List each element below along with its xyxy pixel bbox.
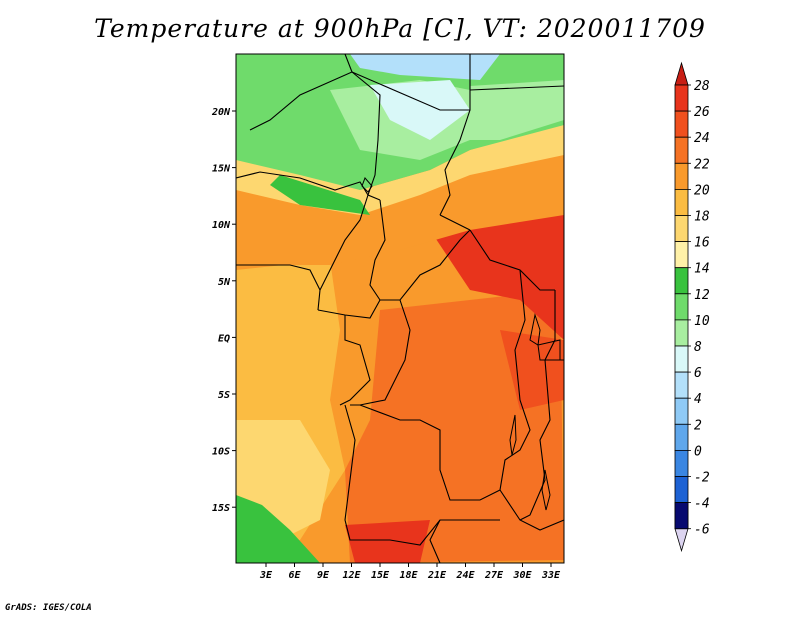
field-north-cold (370, 80, 470, 140)
grads-credit: GrADS: IGES/COLA (5, 603, 92, 613)
colorbar-swatch (674, 502, 689, 530)
colorbar-label: 28 (694, 79, 710, 94)
lat-tick-label: 5N (218, 277, 231, 288)
colorbar-swatch (674, 371, 689, 399)
lake-victoria (537, 339, 561, 361)
border-malawi-mozambique (499, 489, 564, 531)
colorbar-label: 24 (694, 131, 710, 146)
lake-chad (361, 177, 373, 193)
lon-tick-label: 33E (541, 570, 561, 581)
colorbar-label: -2 (694, 471, 710, 486)
colorbar-swatch (674, 215, 689, 243)
latitude-axis: 20N 15N 10N 5N EQ 5S 10S 15S (211, 107, 236, 514)
border-sudan-southsudan (439, 214, 471, 231)
lat-tick-label: EQ (218, 333, 230, 344)
colorbar-swatch (674, 397, 689, 425)
lake-malawi (541, 469, 551, 511)
colorbar-label: 0 (694, 444, 702, 459)
border-nigeria-cameroon (317, 194, 369, 311)
colorbar-label: 12 (694, 288, 710, 303)
lon-tick-label: 9E (317, 570, 330, 581)
border-nigeria-benin (236, 264, 321, 291)
lon-tick-label: 15E (371, 570, 390, 581)
colorbar-swatch (674, 476, 689, 504)
lon-tick-label: 24E (455, 570, 475, 581)
lake-tanganyika (509, 414, 517, 456)
border-cameroon-congo (317, 299, 381, 319)
lakes (361, 177, 561, 511)
colorbar-bottom-arrow (674, 528, 689, 553)
colorbar-label: -6 (694, 523, 710, 538)
colorbar-label: 6 (694, 366, 702, 381)
field-sahara-green-strip (270, 175, 370, 215)
lon-tick-label: 12E (342, 570, 361, 581)
colorbar-label: 4 (694, 392, 702, 407)
longitude-axis: 3E 6E 9E 12E 15E 18E 21E 24E 27E 30E 33E (259, 563, 561, 581)
colorbar-swatch (674, 188, 689, 216)
lon-tick-label: 21E (427, 570, 447, 581)
colorbar-label: -4 (694, 497, 710, 512)
lon-tick-label: 18E (399, 570, 418, 581)
lat-tick-label: 15S (212, 503, 230, 514)
country-borders (236, 54, 564, 563)
border-zambia-zimbabwe (429, 519, 441, 563)
colorbar-label: 26 (694, 105, 710, 120)
colorbar-swatch (674, 319, 689, 347)
colorbar-swatch (674, 136, 689, 164)
colorbar-swatch (674, 162, 689, 190)
colorbar-swatch (674, 267, 689, 295)
colorbar-top-arrow (674, 61, 689, 86)
border-niger-chad (351, 71, 381, 196)
lat-tick-label: 15N (212, 164, 231, 175)
colorbar-label: 8 (694, 340, 702, 355)
border-gabon-congo (339, 315, 371, 406)
lat-tick-label: 20N (211, 107, 231, 118)
border-algeria-niger (249, 54, 353, 131)
colorbar-label: 20 (694, 183, 710, 198)
lon-tick-label: 3E (259, 570, 273, 581)
colorbar-swatch (674, 84, 689, 112)
colorbar-label: 10 (694, 314, 710, 329)
colorbar-swatch (674, 423, 689, 451)
colorbar-swatch (674, 293, 689, 321)
lat-tick-label: 10N (212, 220, 231, 231)
lat-tick-label: 10S (212, 447, 230, 458)
field-east-hottest (430, 200, 564, 340)
colorbar-label: 14 (694, 262, 710, 277)
colorbar-swatch (674, 345, 689, 373)
colorbar-swatch (674, 110, 689, 138)
colorbar-label: 16 (694, 236, 710, 251)
colorbar-swatch (674, 449, 689, 477)
field-north-warm (236, 150, 564, 265)
field-northeast-pale (470, 80, 564, 140)
border-libya-egypt (469, 85, 564, 91)
colorbar-swatch (674, 241, 689, 269)
border-angola (344, 404, 500, 546)
map-frame (235, 53, 565, 564)
border-car (369, 199, 471, 301)
border-libya-chad (351, 54, 471, 111)
temperature-field (236, 54, 564, 563)
colorbar-label: 22 (694, 157, 710, 172)
border-chad-sudan (439, 109, 471, 216)
lon-tick-label: 6E (288, 570, 301, 581)
lat-tick-label: 5S (218, 390, 230, 401)
field-north-coldest (350, 54, 500, 80)
lon-tick-label: 27E (484, 570, 504, 581)
lon-tick-label: 30E (512, 570, 532, 581)
field-southwest-cool (236, 495, 320, 563)
chart-title: Temperature at 900hPa [C], VT: 202001170… (94, 14, 706, 43)
colorbar-label: 2 (694, 418, 702, 433)
colorbar-label: 18 (694, 210, 710, 225)
border-uganda-tanzania (519, 290, 556, 521)
field-south-hottest (345, 520, 430, 563)
